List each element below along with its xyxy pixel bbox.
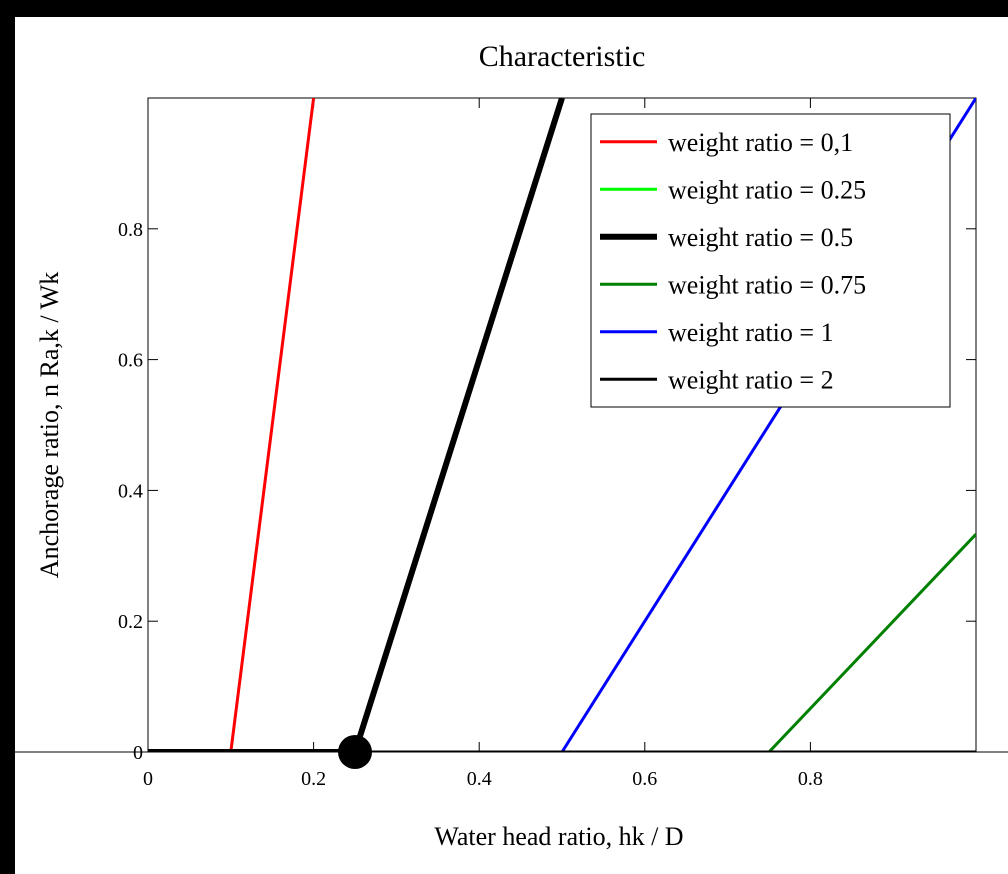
x-tick-label: 0.6 bbox=[632, 768, 657, 790]
legend-label: weight ratio = 1 bbox=[668, 318, 834, 347]
series-line bbox=[148, 98, 316, 752]
x-tick-label: 0.8 bbox=[798, 768, 823, 790]
y-tick-label: 0.4 bbox=[118, 480, 143, 502]
legend-label: weight ratio = 0.75 bbox=[668, 270, 866, 299]
y-tick-label: 0 bbox=[133, 742, 143, 764]
x-tick-label: 0.4 bbox=[467, 768, 492, 790]
legend: weight ratio = 0,1 weight ratio = 0.25 wei… bbox=[590, 113, 951, 408]
y-tick-label: 0.2 bbox=[118, 611, 143, 633]
legend-label: weight ratio = 0.25 bbox=[668, 175, 866, 204]
legend-label: weight ratio = 0,1 bbox=[668, 128, 853, 157]
legend-label: weight ratio = 2 bbox=[668, 365, 834, 394]
legend-label: weight ratio = 0.5 bbox=[668, 223, 853, 252]
chart-title: Characteristic bbox=[479, 40, 646, 73]
legend-box bbox=[590, 113, 951, 408]
x-axis-title: Water head ratio, hk / D bbox=[434, 822, 683, 851]
marker-layer bbox=[338, 735, 372, 769]
y-tick-label: 0.8 bbox=[118, 219, 143, 241]
series-line bbox=[148, 98, 564, 752]
x-tick-label: 0.2 bbox=[301, 768, 326, 790]
characteristic-point-marker bbox=[338, 735, 372, 769]
y-tick-label: 0.6 bbox=[118, 350, 143, 372]
series-line bbox=[148, 533, 976, 752]
x-tick-label: 0 bbox=[143, 768, 153, 790]
y-axis-title: Anchorage ratio, n Ra,k / Wk bbox=[35, 272, 64, 578]
series-line bbox=[148, 98, 565, 752]
